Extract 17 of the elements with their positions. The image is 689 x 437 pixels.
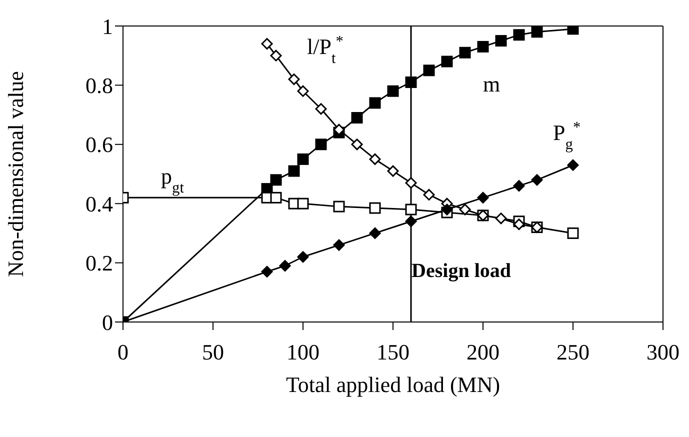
series-label: p$_{gt}$ — [161, 164, 185, 196]
x-tick-label: 300 — [646, 340, 680, 365]
ref-line-label: Design load — [412, 260, 511, 282]
y-tick-label: 0 — [102, 310, 113, 335]
series-label: m — [483, 72, 500, 97]
y-tick-label: 0.8 — [86, 73, 113, 98]
x-tick-label: 200 — [466, 340, 500, 365]
y-tick-label: 0.2 — [86, 250, 113, 276]
x-tick-label: 50 — [202, 340, 224, 365]
x-tick-label: 150 — [376, 340, 410, 365]
x-tick-label: 0 — [118, 340, 128, 365]
x-tick-label: 100 — [286, 340, 320, 365]
x-tick-label: 250 — [556, 340, 590, 365]
y-tick-label: 0.4 — [86, 191, 113, 216]
x-axis-title: Total applied load (MN) — [286, 372, 500, 397]
y-tick-label: 0.6 — [86, 132, 113, 158]
y-tick-label: 1 — [102, 14, 113, 39]
